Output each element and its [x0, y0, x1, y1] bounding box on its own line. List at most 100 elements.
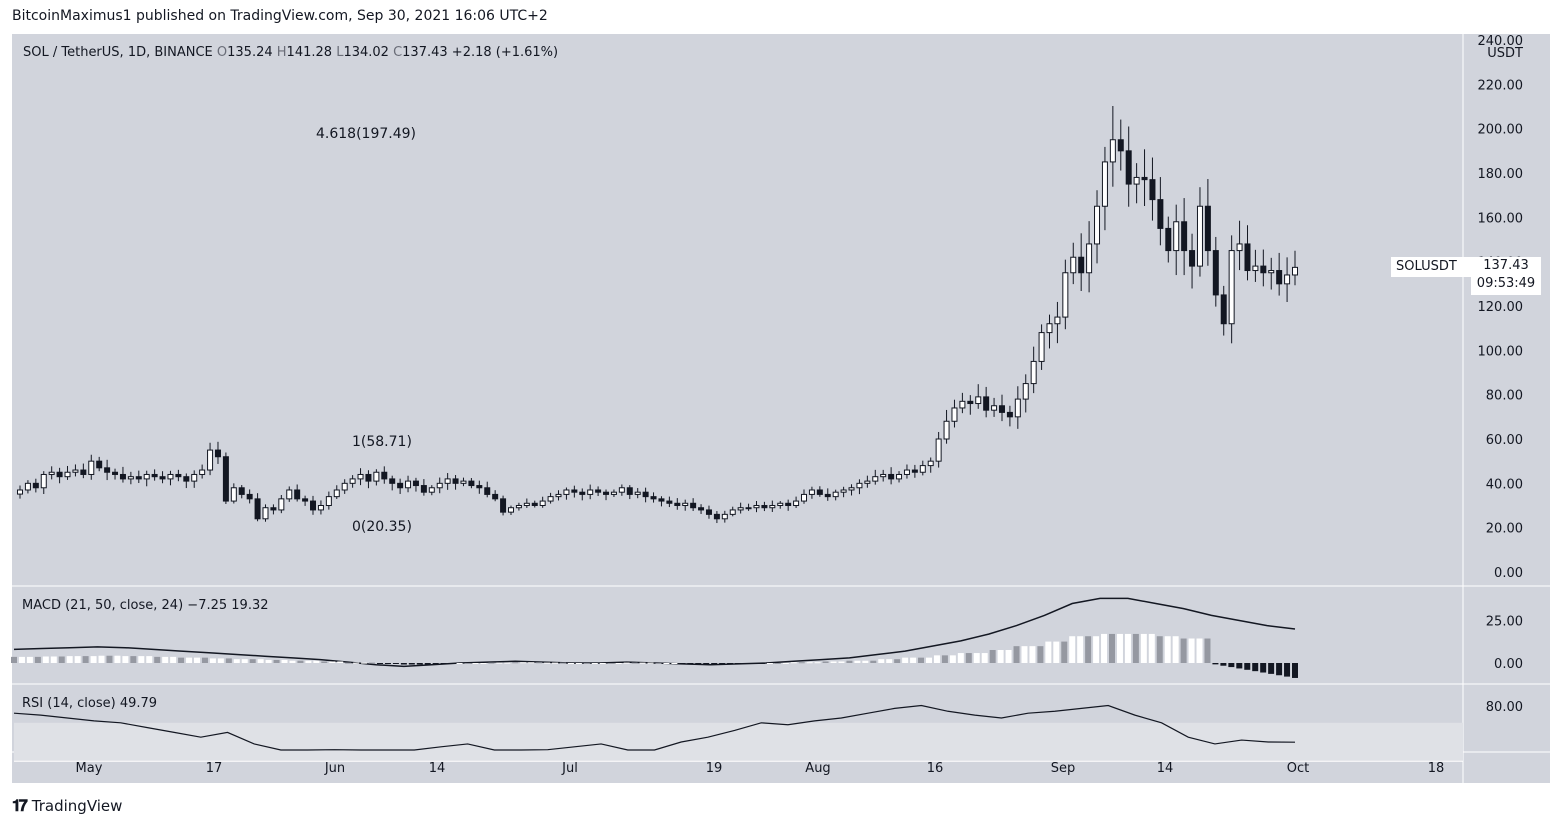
macd-histogram-bar [1109, 633, 1115, 663]
macd-histogram-bar [265, 659, 272, 663]
candle-body [452, 478, 459, 484]
candle-body [112, 471, 119, 475]
candle-body [64, 471, 71, 478]
macd-histogram-bar [583, 663, 590, 664]
candle-body [690, 502, 697, 509]
rsi-band [14, 722, 1463, 762]
brand-name: TradingView [31, 797, 123, 815]
macd-tick-label: 25.00 [1486, 615, 1523, 630]
time-tick-label: Jul [561, 761, 578, 776]
candle-body [523, 502, 530, 506]
candle-body [389, 478, 396, 484]
macd-histogram-bar [408, 663, 415, 665]
macd-line [13, 597, 1296, 668]
open-label: O [216, 45, 228, 60]
candle-body [1204, 205, 1211, 252]
macd-histogram-bar [11, 656, 17, 663]
candle-body [674, 502, 681, 506]
macd-histogram-bar [186, 657, 193, 663]
candle-body [563, 489, 570, 495]
macd-tick-label: 0.00 [1494, 657, 1523, 672]
macd-histogram-bar [615, 663, 622, 664]
macd-histogram-bar [480, 663, 487, 664]
price-tick-label: 100.00 [1478, 344, 1524, 359]
macd-legend[interactable]: MACD (21, 50, close, 24) −7.25 19.32 [22, 598, 269, 613]
candle-body [1070, 256, 1077, 274]
candle-body [24, 482, 31, 491]
macd-histogram-bar [631, 662, 638, 664]
macd-histogram-bar [1188, 638, 1195, 663]
macd-histogram-bar [50, 656, 57, 663]
candle-body [666, 500, 673, 504]
candle-body [357, 473, 364, 480]
candle-body [515, 505, 522, 509]
candle-body [911, 469, 918, 473]
candle-body [1054, 316, 1061, 325]
macd-histogram-bar [392, 663, 399, 664]
candle-body [579, 491, 586, 495]
symbol-name[interactable]: SOL / TetherUS, 1D, BINANCE [23, 45, 213, 60]
macd-histogram-bar [1260, 663, 1267, 673]
macd-histogram-bar [1244, 663, 1251, 670]
macd-histogram-bar [122, 656, 129, 663]
price-tick-label: 200.00 [1478, 123, 1524, 138]
candle-body [420, 485, 427, 493]
macd-histogram-bar [591, 663, 598, 664]
fib-level-4618[interactable]: 4.618(197.49) [316, 126, 416, 142]
close-value: 137.43 [402, 45, 448, 60]
candle-body [310, 500, 317, 511]
candle-body [80, 469, 87, 475]
candle-body [705, 509, 712, 515]
candle-body [294, 489, 301, 500]
macd-histogram-bar [910, 657, 917, 663]
candle-body [428, 487, 435, 493]
rsi-legend[interactable]: RSI (14, close) 49.79 [22, 696, 157, 711]
price-tick-label: 220.00 [1478, 78, 1524, 93]
candle-body [88, 460, 95, 475]
candle-body [1212, 250, 1219, 296]
macd-histogram-bar [1037, 646, 1044, 663]
macd-histogram-bar [870, 660, 877, 663]
macd-histogram-bar [512, 662, 519, 664]
macd-histogram-bar [114, 655, 121, 663]
time-tick-label: 17 [206, 761, 223, 776]
candle-body [222, 456, 229, 502]
candle-body [1030, 360, 1037, 385]
macd-histogram-bar [1061, 641, 1068, 663]
candle-body [927, 460, 934, 467]
candle-body [888, 473, 895, 480]
candle-body [642, 491, 649, 498]
candle-body [333, 489, 340, 498]
macd-histogram-bar [949, 655, 956, 663]
candle-body [175, 473, 182, 478]
macd-histogram-bar [456, 663, 463, 664]
price-unit-label: USDT [1487, 46, 1523, 61]
candle-body [341, 482, 348, 491]
chart-frame[interactable] [12, 34, 1550, 783]
macd-histogram-bar [130, 656, 137, 663]
macd-histogram-bar [750, 663, 757, 664]
candle-body [975, 396, 982, 405]
candle-body [286, 489, 293, 500]
macd-histogram-bar [329, 661, 336, 663]
macd-histogram-bar [321, 661, 328, 663]
candle-body [935, 438, 942, 462]
candle-body [531, 502, 538, 506]
fib-level-0[interactable]: 0(20.35) [352, 519, 412, 535]
fib-level-1[interactable]: 1(58.71) [352, 434, 412, 450]
macd-histogram-bar [607, 663, 614, 664]
candle-body [254, 498, 261, 520]
macd-histogram-bar [862, 660, 869, 663]
macd-histogram-bar [1236, 663, 1243, 669]
footer-brand[interactable]: 𝟏𝟕 TradingView [12, 796, 122, 816]
time-tick-label: 14 [1157, 761, 1174, 776]
macd-histogram-bar [1116, 633, 1123, 663]
low-value: 134.02 [343, 45, 389, 60]
macd-histogram-bar [138, 656, 145, 663]
macd-histogram-bar [1284, 663, 1291, 677]
macd-histogram-bar [90, 656, 97, 663]
macd-histogram-bar [18, 656, 25, 663]
candle-body [1117, 139, 1124, 152]
macd-histogram-bar [663, 663, 670, 664]
